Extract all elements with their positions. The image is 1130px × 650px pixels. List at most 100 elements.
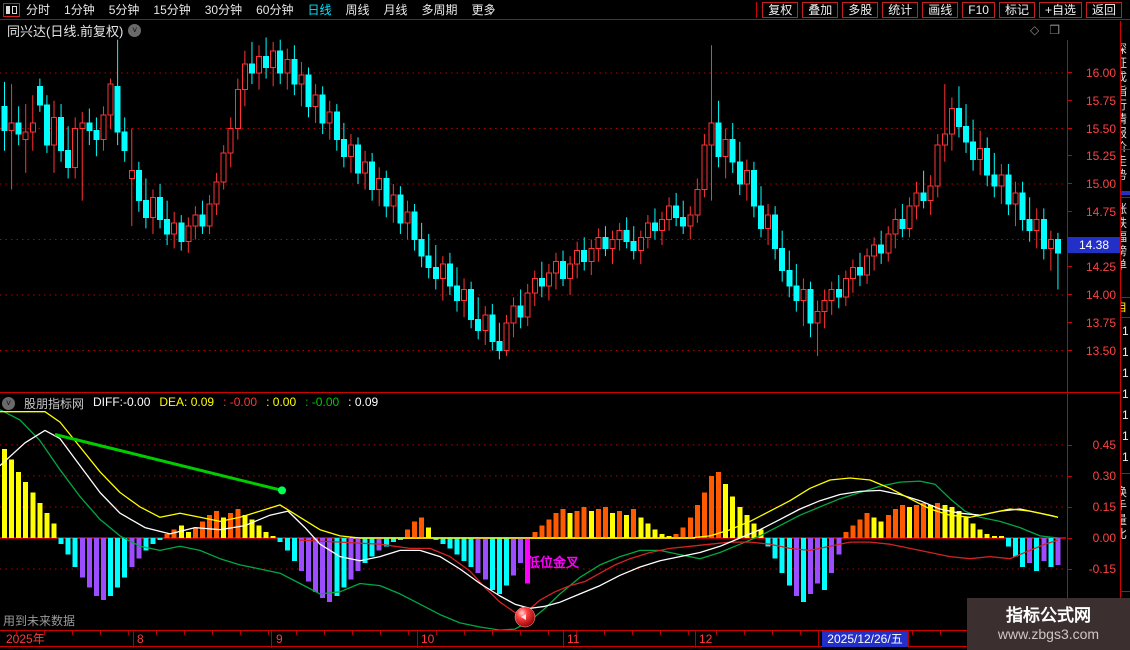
clipped-digit: 1 — [1122, 387, 1129, 401]
clipped-glyph: 价 — [1121, 140, 1128, 154]
tab-日线[interactable]: 日线 — [307, 3, 332, 17]
axis-divider — [908, 631, 909, 648]
button-多股[interactable]: 多股 — [842, 1, 879, 18]
tab-15分钟[interactable]: 15分钟 — [153, 3, 191, 17]
tab-分时[interactable]: 分时 — [26, 3, 51, 17]
price-label: 15.25 — [1067, 149, 1120, 163]
clipped-glyph: 跌 — [1121, 216, 1128, 230]
button-叠加[interactable]: 叠加 — [802, 1, 839, 18]
price-label: 14.00 — [1067, 288, 1120, 302]
indicator-axis-label: 0.15 — [1067, 500, 1120, 514]
clipped-glyph: 成 — [1121, 70, 1128, 84]
date-badge: 2025/12/26/五 — [822, 631, 908, 647]
tab-月线[interactable]: 月线 — [383, 3, 408, 17]
axis-tick — [548, 631, 549, 635]
button-+自选[interactable]: +自选 — [1038, 1, 1082, 18]
clipped-glyph: 比 — [1121, 527, 1128, 541]
button-返回[interactable]: 返回 — [1085, 1, 1122, 18]
axis-tick — [72, 631, 73, 635]
clipped-digit: 1 — [1122, 324, 1129, 338]
period-menu: 分时 1分钟 5分钟 15分钟 30分钟 60分钟 日线 周线 月线 多周期 更多 — [26, 1, 496, 18]
indicator-axis-label: 0.00 — [1067, 532, 1120, 545]
year-label: 2025年 — [6, 632, 45, 646]
tab-5分钟[interactable]: 5分钟 — [108, 3, 140, 17]
panel-border-right — [1120, 21, 1121, 650]
clipped-glyph: 自 — [1121, 300, 1128, 314]
price-label: 14.75 — [1067, 205, 1120, 219]
layout-toggle-icon[interactable] — [3, 2, 20, 17]
indicator-value: DEA: 0.09 — [159, 395, 215, 409]
tab-多周期[interactable]: 多周期 — [421, 3, 458, 17]
button-统计[interactable]: 统计 — [882, 1, 919, 18]
clipped-digit: 1 — [1122, 450, 1129, 464]
indicator-annotations — [54, 433, 536, 628]
button-F10[interactable]: F10 — [962, 1, 995, 18]
month-label: 10 — [421, 632, 435, 646]
clipped-glyph: 势 — [1121, 168, 1128, 182]
more-arrow-icon[interactable]: 〉 — [489, 3, 502, 17]
watermark-url: www.zbgs3.com — [997, 625, 1100, 642]
button-画线[interactable]: 画线 — [922, 1, 959, 18]
indicator-value: DIFF:-0.00 — [93, 395, 151, 409]
axis-divider — [271, 631, 272, 648]
clipped-digit: 1 — [1122, 345, 1129, 359]
tab-1分钟[interactable]: 1分钟 — [64, 3, 95, 17]
title-row: 同兴达(日线.前复权) ˅ ◇ ❒ — [0, 21, 1120, 39]
axis-tick — [688, 631, 689, 635]
top-toolbar: 分时 1分钟 5分钟 15分钟 30分钟 60分钟 日线 周线 月线 多周期 更多 〉 复权 叠加 多股… — [0, 0, 1130, 20]
indicator-value: 股朋指标网 — [24, 397, 85, 411]
tab-30分钟[interactable]: 30分钟 — [204, 3, 243, 17]
indicator-axis-label: 0.30 — [1067, 469, 1120, 483]
axis-tick — [268, 631, 269, 635]
clipped-glyph: 量 — [1121, 513, 1128, 527]
chevron-down-icon[interactable]: ˅ — [128, 23, 142, 37]
clipped-glyph: 单 — [1121, 258, 1128, 272]
price-label: 15.50 — [1067, 122, 1120, 136]
tab-更多[interactable]: 更多 — [471, 3, 496, 17]
clipped-glyph: 榜 — [1121, 244, 1128, 258]
collapse-chevron-icon[interactable]: ˅ — [2, 397, 15, 410]
axis-tick — [464, 631, 465, 635]
clipped-glyph: 行 — [1121, 98, 1128, 112]
axis-tick — [156, 631, 157, 635]
month-label: 8 — [137, 632, 144, 646]
chart-indicator-separator[interactable] — [0, 392, 1120, 393]
axis-tick — [212, 631, 213, 635]
quote-panel-edge: 深证成指行情报价走势涨跌幅榜单自 1 1 1 1 1 1 1 换手量比 — [1121, 21, 1130, 598]
axis-tick — [380, 631, 381, 635]
price-label: 15.00 — [1067, 177, 1120, 191]
toolbar-actions: 复权 叠加 多股 统计 画线 F10 标记 +自选 返回 — [756, 1, 1122, 18]
button-复权[interactable]: 复权 — [762, 1, 799, 18]
indicator-axis-label: -0.15 — [1067, 563, 1120, 576]
tab-60分钟[interactable]: 60分钟 — [256, 3, 294, 17]
axis-tick — [44, 631, 45, 635]
axis-divider — [133, 631, 134, 648]
indicator-value: : -0.00 — [223, 395, 258, 409]
axis-tick — [940, 631, 941, 635]
panel-icon[interactable]: ❒ — [1049, 23, 1060, 37]
diamond-icon[interactable]: ◇ — [1030, 23, 1040, 37]
axis-tick — [604, 631, 605, 635]
indicator-values: 股朋指标网 DIFF:-0.00 DEA: 0.09: -0.00: 0.00: -… — [24, 395, 378, 412]
axis-border-right — [1067, 40, 1068, 647]
time-axis[interactable]: 2025年 8 9 10 11 12 2025/12/26/五 — [0, 630, 1130, 648]
axis-tick — [436, 631, 437, 635]
axis-tick — [716, 631, 717, 635]
tab-周线[interactable]: 周线 — [345, 3, 370, 17]
axis-tick — [912, 631, 913, 635]
price-label: 16.00 — [1067, 66, 1120, 80]
watermark-title: 指标公式网 — [1006, 605, 1091, 625]
axis-divider — [695, 631, 696, 648]
axis-tick — [352, 631, 353, 635]
indicator-lines — [0, 409, 1059, 631]
axis-tick — [100, 631, 101, 635]
indicator-value: : 0.00 — [266, 395, 297, 409]
last-price-badge: 14.38 — [1068, 237, 1120, 253]
month-label: 11 — [567, 632, 580, 646]
button-标记[interactable]: 标记 — [998, 1, 1035, 18]
clipped-glyph: 涨 — [1121, 202, 1128, 216]
future-data-note: 用到未来数据 — [3, 614, 76, 628]
clipped-digit: 1 — [1122, 408, 1129, 422]
